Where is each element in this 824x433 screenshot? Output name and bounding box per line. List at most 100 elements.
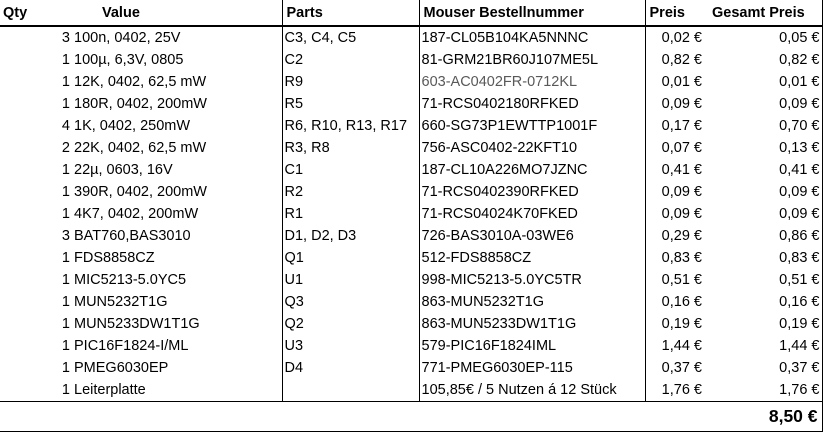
value-cell[interactable]: 390R, 0402, 200mW — [74, 184, 207, 200]
total-price-cell[interactable]: 0,05 € — [704, 26, 823, 49]
header-qty[interactable]: Qty — [0, 0, 72, 27]
unit-price-cell[interactable]: 0,07 € — [644, 137, 704, 159]
qty-cell[interactable]: 1 — [61, 272, 70, 288]
unit-price-cell[interactable]: 0,02 € — [644, 26, 704, 49]
mouser-part-number-cell[interactable]: 105,85€ / 5 Nutzen á 12 Stück — [418, 379, 645, 402]
total-price-cell[interactable]: 1,44 € — [704, 335, 823, 357]
unit-price-cell[interactable]: 0,83 € — [644, 247, 704, 269]
qty-cell[interactable]: 1 — [61, 294, 70, 310]
mouser-part-number-cell[interactable]: 998-MIC5213-5.0YC5TR — [418, 269, 645, 291]
unit-price-cell[interactable]: 0,17 € — [644, 115, 704, 137]
unit-price-cell[interactable]: 0,37 € — [644, 357, 704, 379]
qty-cell[interactable]: 1 — [61, 316, 70, 332]
mouser-part-number-cell[interactable]: 863-MUN5232T1G — [418, 291, 645, 313]
qty-cell[interactable]: 1 — [61, 74, 70, 90]
parts-cell[interactable]: R2 — [281, 181, 419, 203]
parts-cell[interactable]: R9 — [281, 71, 419, 93]
mouser-part-number-cell[interactable]: 756-ASC0402-22KFT10 — [418, 137, 645, 159]
total-price-cell[interactable]: 0,01 € — [704, 71, 823, 93]
parts-cell[interactable]: D1, D2, D3 — [281, 225, 419, 247]
unit-price-cell[interactable]: 0,09 € — [644, 203, 704, 225]
total-row-spacer[interactable] — [0, 401, 704, 432]
qty-cell[interactable]: 3 — [61, 30, 70, 46]
unit-price-cell[interactable]: 0,41 € — [644, 159, 704, 181]
value-cell[interactable]: 12K, 0402, 62,5 mW — [74, 74, 207, 90]
unit-price-cell[interactable]: 0,09 € — [644, 181, 704, 203]
total-price-cell[interactable]: 0,09 € — [704, 181, 823, 203]
header-parts[interactable]: Parts — [281, 0, 419, 27]
mouser-part-number-cell[interactable]: 660-SG73P1EWTTP1001F — [418, 115, 645, 137]
qty-cell[interactable]: 3 — [61, 228, 70, 244]
grand-total-cell[interactable]: 8,50 € — [704, 401, 823, 432]
value-cell[interactable]: PIC16F1824-I/ML — [74, 338, 189, 354]
parts-cell[interactable]: U1 — [281, 269, 419, 291]
mouser-part-number-cell[interactable]: 71-RCS0402390RFKED — [418, 181, 645, 203]
unit-price-cell[interactable]: 1,76 € — [644, 379, 704, 402]
mouser-part-number-cell[interactable]: 187-CL05B104KA5NNNC — [418, 26, 645, 49]
total-price-cell[interactable]: 0,83 € — [704, 247, 823, 269]
qty-cell[interactable]: 1 — [0, 379, 72, 402]
total-price-cell[interactable]: 0,37 € — [704, 357, 823, 379]
parts-cell[interactable] — [281, 379, 419, 402]
parts-cell[interactable]: Q3 — [281, 291, 419, 313]
total-price-cell[interactable]: 0,41 € — [704, 159, 823, 181]
parts-cell[interactable]: D4 — [281, 357, 419, 379]
value-cell[interactable]: PMEG6030EP — [74, 360, 169, 376]
qty-cell[interactable]: 4 — [61, 118, 70, 134]
unit-price-cell[interactable]: 1,44 € — [644, 335, 704, 357]
qty-cell[interactable]: 1 — [61, 338, 70, 354]
parts-cell[interactable]: Q1 — [281, 247, 419, 269]
value-cell[interactable]: MIC5213-5.0YC5 — [74, 272, 187, 288]
qty-cell[interactable]: 1 — [61, 52, 70, 68]
header-preis[interactable]: Preis — [644, 0, 704, 27]
total-price-cell[interactable]: 0,51 € — [704, 269, 823, 291]
total-price-cell[interactable]: 0,16 € — [704, 291, 823, 313]
mouser-part-number-cell[interactable]: 863-MUN5233DW1T1G — [418, 313, 645, 335]
qty-cell[interactable]: 1 — [61, 360, 70, 376]
total-price-cell[interactable]: 0,09 € — [704, 203, 823, 225]
qty-cell[interactable]: 1 — [61, 96, 70, 112]
unit-price-cell[interactable]: 0,09 € — [644, 93, 704, 115]
parts-cell[interactable]: U3 — [281, 335, 419, 357]
parts-cell[interactable]: C1 — [281, 159, 419, 181]
total-price-cell[interactable]: 0,13 € — [704, 137, 823, 159]
value-cell[interactable]: 1K, 0402, 250mW — [74, 118, 191, 134]
value-cell[interactable]: MUN5232T1G — [74, 294, 168, 310]
qty-cell[interactable]: 1 — [61, 206, 70, 222]
header-gesamt-preis[interactable]: Gesamt Preis — [704, 0, 823, 27]
parts-cell[interactable]: C2 — [281, 49, 419, 71]
mouser-part-number-cell[interactable]: 71-RCS0402180RFKED — [418, 93, 645, 115]
value-cell[interactable]: Leiterplatte — [72, 379, 282, 402]
total-price-cell[interactable]: 0,09 € — [704, 93, 823, 115]
qty-cell[interactable]: 1 — [61, 162, 70, 178]
unit-price-cell[interactable]: 0,19 € — [644, 313, 704, 335]
total-price-cell[interactable]: 0,19 € — [704, 313, 823, 335]
mouser-part-number-cell[interactable]: 579-PIC16F1824IML — [418, 335, 645, 357]
qty-cell[interactable]: 1 — [61, 184, 70, 200]
unit-price-cell[interactable]: 0,29 € — [644, 225, 704, 247]
value-cell[interactable]: 22K, 0402, 62,5 mW — [74, 140, 207, 156]
total-price-cell[interactable]: 0,70 € — [704, 115, 823, 137]
value-cell[interactable]: 100n, 0402, 25V — [74, 30, 181, 46]
mouser-part-number-cell[interactable]: 71-RCS04024K70FKED — [418, 203, 645, 225]
mouser-part-number-cell[interactable]: 603-AC0402FR-0712KL — [418, 71, 645, 93]
mouser-part-number-cell[interactable]: 726-BAS3010A-03WE6 — [418, 225, 645, 247]
unit-price-cell[interactable]: 0,01 € — [644, 71, 704, 93]
total-price-cell[interactable]: 0,86 € — [704, 225, 823, 247]
mouser-part-number-cell[interactable]: 771-PMEG6030EP-115 — [418, 357, 645, 379]
unit-price-cell[interactable]: 0,82 € — [644, 49, 704, 71]
parts-cell[interactable]: R5 — [281, 93, 419, 115]
qty-cell[interactable]: 1 — [61, 250, 70, 266]
parts-cell[interactable]: R6, R10, R13, R17 — [281, 115, 419, 137]
header-value[interactable]: Value — [72, 0, 282, 27]
value-cell[interactable]: FDS8858CZ — [74, 250, 155, 266]
value-cell[interactable]: 180R, 0402, 200mW — [74, 96, 207, 112]
value-cell[interactable]: MUN5233DW1T1G — [74, 316, 200, 332]
parts-cell[interactable]: Q2 — [281, 313, 419, 335]
value-cell[interactable]: 4K7, 0402, 200mW — [74, 206, 199, 222]
value-cell[interactable]: BAT760,BAS3010 — [74, 228, 191, 244]
header-mouser[interactable]: Mouser Bestellnummer — [418, 0, 645, 27]
parts-cell[interactable]: C3, C4, C5 — [281, 26, 419, 49]
total-price-cell[interactable]: 0,82 € — [704, 49, 823, 71]
parts-cell[interactable]: R3, R8 — [281, 137, 419, 159]
